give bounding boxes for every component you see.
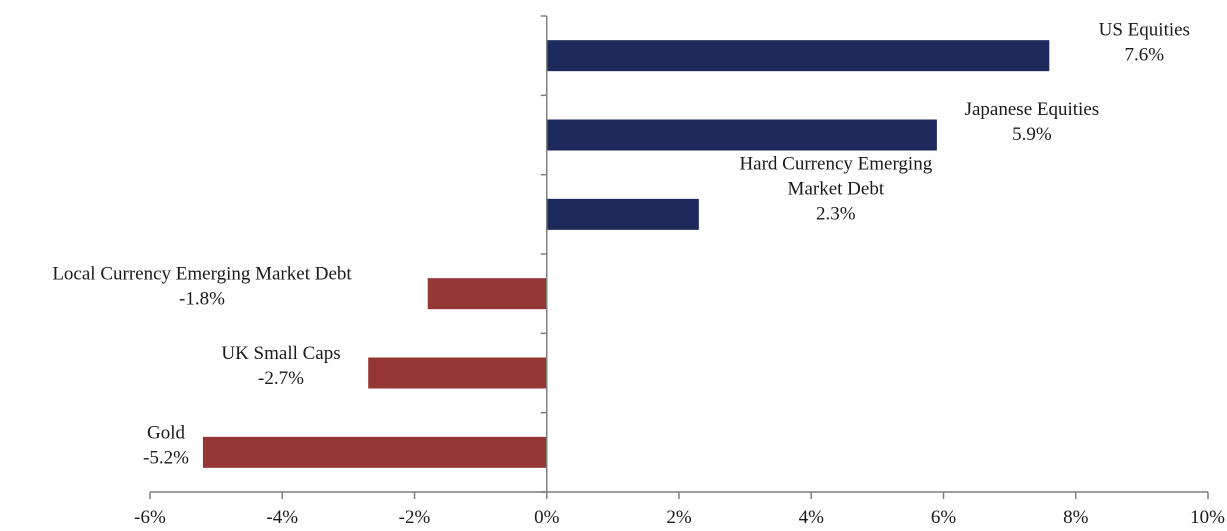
x-tick-label: -4%: [266, 507, 298, 528]
value-label-japanese-equities: 5.9%: [1012, 124, 1052, 145]
category-label-gold: Gold: [147, 422, 186, 443]
value-label-gold: -5.2%: [143, 447, 189, 468]
category-label-local-currency-emerging-market-debt: Local Currency Emerging Market Debt: [52, 264, 352, 285]
x-tick-label: 6%: [931, 507, 957, 528]
category-label-uk-small-caps: UK Small Caps: [221, 343, 340, 364]
category-label-us-equities: US Equities: [1099, 20, 1190, 41]
bar-japanese-equities: [546, 119, 937, 151]
category-label-hard-currency-emerging-market-debt-line1: Hard Currency Emerging: [739, 153, 932, 174]
category-label-japanese-equities: Japanese Equities: [965, 99, 1100, 120]
value-label-local-currency-emerging-market-debt: -1.8%: [179, 289, 225, 310]
x-tick-label: -2%: [399, 507, 431, 528]
bar-hard-currency-emerging-market-debt: [546, 198, 699, 230]
value-label-us-equities: 7.6%: [1125, 45, 1165, 66]
x-tick-label: 2%: [666, 507, 692, 528]
x-tick-label: 10%: [1190, 507, 1225, 528]
category-label-hard-currency-emerging-market-debt-line2: Market Debt: [788, 178, 885, 199]
axes-group: -6% -4% -2% 0% 2% 4% 6% 8% 10%: [134, 15, 1225, 528]
bar-uk-small-caps: [368, 357, 547, 389]
x-tick-label: 8%: [1063, 507, 1089, 528]
x-tick-label: 0%: [534, 507, 560, 528]
value-label-hard-currency-emerging-market-debt: 2.3%: [816, 203, 856, 224]
labels-group: US Equities 7.6% Japanese Equities 5.9% Hard…: [52, 20, 1190, 469]
bar-us-equities: [546, 40, 1050, 72]
x-tick-label: -6%: [134, 507, 166, 528]
bar-gold: [202, 436, 547, 468]
bar-local-currency-emerging-market-debt: [427, 278, 547, 310]
bars-group: [202, 40, 1050, 468]
value-label-uk-small-caps: -2.7%: [258, 368, 304, 389]
x-tick-label: 4%: [799, 507, 825, 528]
